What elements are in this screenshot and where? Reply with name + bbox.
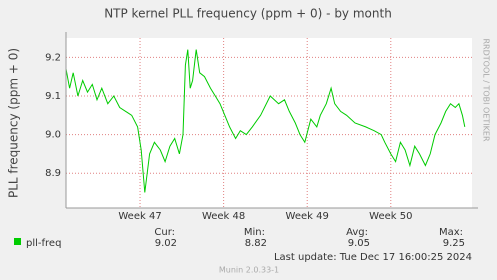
data-line: [65, 49, 466, 193]
stat-value: 9.05: [348, 238, 370, 249]
x-tick-label: Week 50: [369, 211, 412, 222]
stat-header: Avg:: [346, 227, 368, 238]
side-label: RRDTOOL / TOBI OETIKER: [482, 38, 491, 141]
plot-area: [66, 38, 472, 208]
chart-title: NTP kernel PLL frequency (ppm + 0) - by …: [104, 7, 392, 21]
y-tick-label: 9.2: [45, 52, 61, 63]
y-axis-label: PLL frequency (ppm + 0): [7, 48, 21, 198]
y-tick-label: 8.9: [45, 168, 61, 179]
stat-value: 8.82: [245, 238, 267, 249]
footer: Munin 2.0.33-1: [219, 266, 279, 275]
stat-header: Cur:: [154, 227, 175, 238]
legend-label: pll-freq: [26, 238, 61, 249]
stat-header: Min:: [244, 227, 265, 238]
stat-header: Max:: [439, 227, 463, 238]
stat-value: 9.02: [155, 238, 177, 249]
legend-swatch: [14, 238, 21, 245]
y-tick-label: 9.0: [45, 130, 61, 141]
x-tick-label: Week 49: [286, 211, 329, 222]
last-update: Last update: Tue Dec 17 16:00:25 2024: [274, 252, 472, 263]
y-tick-label: 9.1: [45, 91, 61, 102]
x-tick-label: Week 48: [202, 211, 245, 222]
stat-value: 9.25: [443, 238, 465, 249]
x-tick-label: Week 47: [118, 211, 161, 222]
